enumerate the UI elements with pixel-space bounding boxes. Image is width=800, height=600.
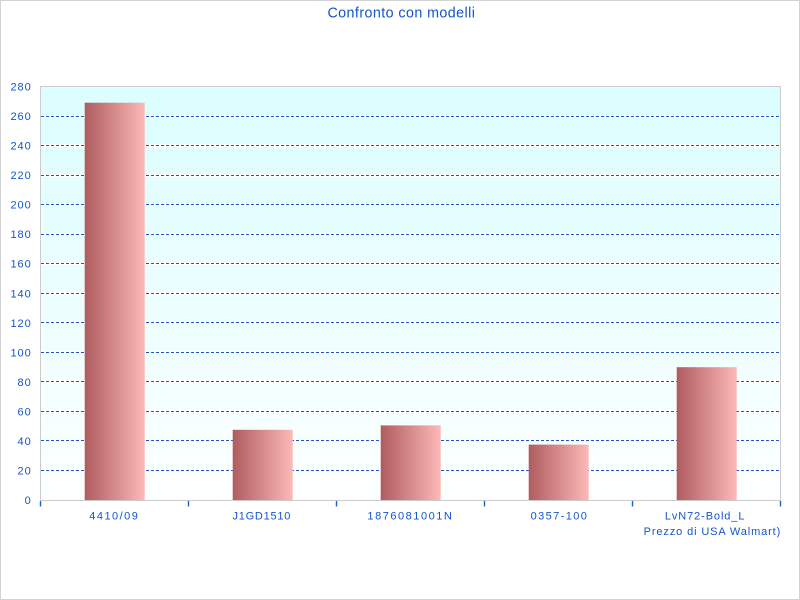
- svg-text:0: 0: [25, 495, 32, 507]
- svg-text:0357-100: 0357-100: [531, 511, 589, 523]
- svg-text:Prezzo di USA Walmart): Prezzo di USA Walmart): [644, 526, 782, 538]
- svg-text:260: 260: [10, 111, 31, 123]
- svg-text:140: 140: [10, 288, 31, 300]
- svg-text:80: 80: [18, 377, 32, 389]
- svg-text:J1GD1510: J1GD1510: [233, 511, 292, 523]
- svg-text:LvN72-Bold_L: LvN72-Bold_L: [665, 511, 746, 523]
- svg-text:Confronto con modelli: Confronto con modelli: [327, 6, 475, 22]
- svg-text:180: 180: [10, 229, 31, 241]
- svg-text:120: 120: [10, 318, 31, 330]
- svg-text:40: 40: [18, 436, 32, 448]
- svg-text:240: 240: [10, 141, 31, 153]
- svg-text:220: 220: [10, 170, 31, 182]
- svg-text:60: 60: [18, 406, 32, 418]
- svg-text:20: 20: [18, 465, 32, 477]
- svg-text:4410/09: 4410/09: [89, 511, 139, 523]
- svg-text:280: 280: [10, 82, 31, 94]
- svg-text:200: 200: [10, 200, 31, 212]
- svg-text:160: 160: [10, 259, 31, 271]
- svg-text:1876081001N: 1876081001N: [367, 511, 453, 523]
- svg-text:100: 100: [10, 347, 31, 359]
